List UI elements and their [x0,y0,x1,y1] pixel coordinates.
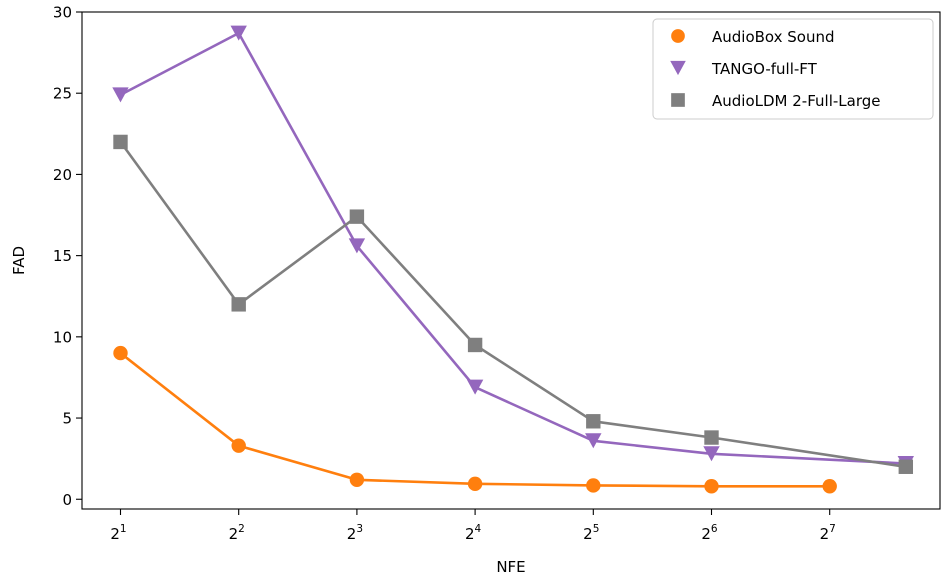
x-axis-label: NFE [496,558,525,576]
x-tick-label: 23 [347,523,363,543]
axes: 0 5 10 15 20 25 30 21 22 23 24 25 26 27 NFE FAD [10,4,941,576]
legend-label: AudioLDM 2-Full-Large [712,92,880,110]
y-tick-label: 10 [53,328,72,346]
legend-label: TANGO-full-FT [711,60,818,78]
legend-marker [671,29,685,43]
data-point [231,438,246,453]
data-point [704,479,719,494]
data-point [230,25,247,41]
data-point [113,134,128,150]
data-point [586,478,601,493]
legend-marker [670,60,686,76]
y-tick-label: 20 [53,166,72,184]
data-point [466,379,484,395]
x-tick-label: 25 [583,523,599,543]
data-point [704,430,719,445]
data-point [348,238,366,254]
data-point [822,479,837,494]
y-tick-label: 25 [53,85,72,103]
series-3 [113,134,914,474]
data-point [231,297,246,312]
data-point [898,459,914,474]
x-tick-label: 22 [229,523,245,543]
plot-frame [81,11,941,510]
y-tick-label: 0 [62,491,72,509]
data-point [349,209,365,224]
x-tick-label: 26 [701,523,718,543]
data-point [586,414,601,429]
data-point [467,476,483,492]
x-tick-label: 27 [820,523,836,543]
legend-box [652,18,934,120]
legend-marker [671,93,685,107]
plot-area [112,25,915,494]
series-1 [113,345,837,494]
data-point [113,345,128,361]
data-point [467,337,483,353]
y-tick-label: 5 [62,410,72,428]
x-tick-label: 24 [465,523,482,543]
y-axis-label: FAD [10,246,28,275]
data-point [703,446,720,462]
data-point [112,87,129,103]
y-tick-label: 30 [53,4,72,22]
legend-label: AudioBox Sound [712,28,835,46]
series-line [119,351,832,488]
data-point [585,433,602,449]
data-point [349,472,365,487]
legend: AudioBox Sound TANGO-full-FT AudioLDM 2-Fu… [652,18,934,120]
x-tick-label: 21 [110,523,126,543]
y-tick-label: 15 [53,247,72,265]
